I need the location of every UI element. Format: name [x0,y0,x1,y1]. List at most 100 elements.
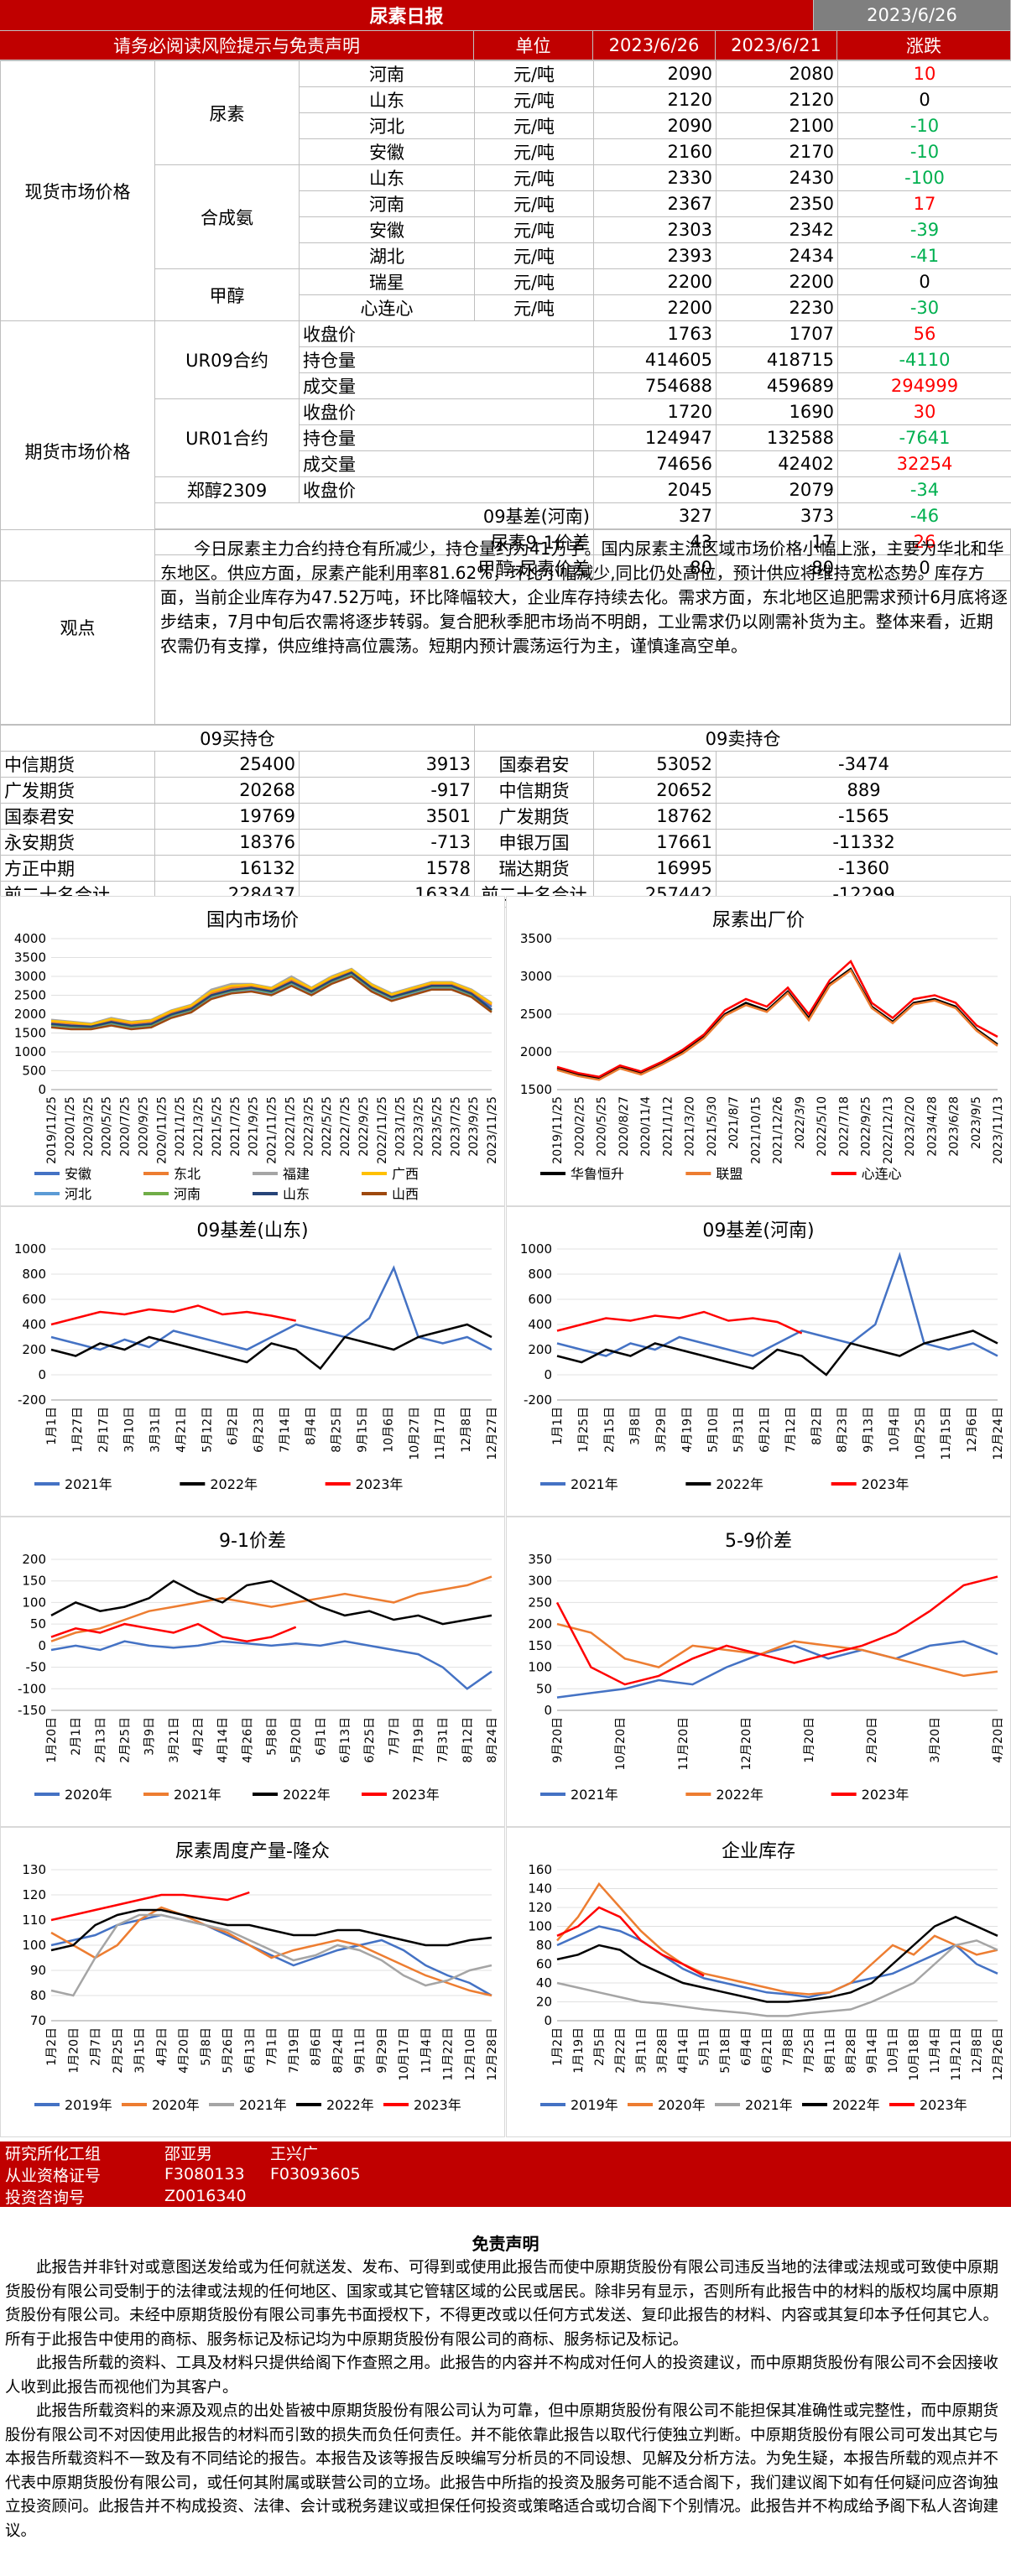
y-tick-label: 100 [528,1919,552,1934]
unit: 元/吨 [474,268,594,295]
value-previous: 132588 [716,424,838,451]
x-tick-label: 3月11日 [635,2027,649,2074]
x-tick-label: 2020/11/25 [155,1096,169,1164]
buy-volume: 25400 [154,751,300,778]
license-label: 从业资格证号 [5,2166,102,2185]
buy-positions-title: 09买持仓 [0,725,476,752]
change: -34 [837,476,1011,503]
legend-label: 2023年 [862,1787,909,1803]
legend-label: 河北 [65,1186,91,1202]
unit: 元/吨 [474,216,594,243]
x-tick-label: 3月10日 [123,1407,137,1453]
x-tick-label: 8月23日 [836,1407,850,1453]
series-line [50,969,492,1026]
series-line [556,1906,705,1977]
buyer-name: 方正中期 [0,855,155,882]
buy-change: 3913 [298,751,476,778]
x-tick-label: 7月19日 [413,1717,426,1763]
x-tick-label: 2020/2/25 [573,1096,586,1157]
chart-svg: -200 0 200 400 600 800 1000 1月1日 1月25日 2月15日 3月8日 3… [520,1241,1005,1492]
series-line [556,1925,998,1999]
legend-label: 2020年 [658,2097,706,2113]
chart-factory-price: 尿素出厂价 1500 2000 2500 3000 3500 2019/11/25 2020/… [506,896,1011,1206]
x-tick-label: 6月2日 [227,1407,240,1445]
x-tick-label: 6月13日 [339,1717,352,1763]
x-tick-label: 2月20日 [866,1717,879,1763]
futures-row: 甲醇-尿素价差 80 80 0 [1,554,1011,581]
x-tick-label: 2022/5/10 [816,1096,829,1157]
disclaimer-paragraph: 此报告并非针对或意图送发给或为任何就送发、发布、可得到或使用此报告而使中原期货股… [5,2259,999,2349]
value-current: 754688 [593,372,717,399]
x-tick-label: 2022/12/13 [882,1096,895,1164]
disclaimer-paragraph: 此报告所载资料的来源及观点的出处皆被中原期货股份有限公司认为可靠，但中原期货股份… [5,2402,999,2540]
x-tick-label: 12月6日 [966,1407,979,1453]
x-tick-label: 2021/11/25 [266,1096,279,1164]
x-tick-label: 2022/9/25 [860,1096,873,1157]
change: -46 [837,502,1011,529]
value-current: 2045 [593,476,717,503]
series-line [50,968,492,1026]
sell-change: -1565 [716,803,1011,830]
x-tick-label: 2023/7/25 [449,1096,462,1157]
y-tick-label: 160 [528,1862,552,1877]
buy-change: 3501 [298,803,476,830]
sell-volume: 18762 [593,803,717,830]
x-tick-label: 5月8日 [200,2027,213,2066]
futures-row: 成交量 74656 42402 32254 [1,450,1011,477]
x-tick-label: 2022/3/25 [302,1096,315,1157]
legend-label: 2021年 [65,1476,112,1492]
y-tick-label: -50 [26,1660,47,1675]
value-current: 2393 [593,242,717,269]
buyer-name: 广发期货 [0,777,155,804]
x-tick-label: 3月31日 [149,1407,163,1453]
x-tick-label: 11月4日 [420,2027,433,2074]
product-label: 甲醇 [154,268,300,321]
x-tick-label: 11月17日 [434,1407,447,1460]
legend-label: 2022年 [716,1787,763,1803]
x-tick-label: 2021/8/7 [727,1096,741,1149]
chart-title: 5-9价差 [725,1531,792,1552]
x-tick-label: 12月26日 [992,2027,1005,2081]
change: -10 [837,138,1011,165]
x-tick-label: 9月29日 [376,2027,389,2074]
chart-svg: 0 20 40 60 80 100 120 140 160 1月2日 1月19日 2月5日 2月22日 3… [528,1862,1005,2113]
value-current: 2367 [593,190,717,217]
change: 30 [837,398,1011,425]
series-line [50,975,492,1031]
x-tick-label: 8月12日 [461,1717,475,1763]
legend-label: 2019年 [571,2097,618,2113]
x-tick-label: 2023/5/25 [430,1096,444,1157]
buy-volume: 18376 [154,829,300,856]
futures-row: 尿素9-1价差 43 17 26 [1,528,1011,555]
x-tick-label: 4月14日 [216,1717,230,1763]
x-tick-label: 12月10日 [464,2027,477,2081]
legend-label: 2020年 [65,1787,112,1803]
x-tick-label: 1月1日 [45,1407,59,1445]
x-tick-label: 2020/7/25 [119,1096,133,1157]
value-previous: 2434 [716,242,838,269]
x-tick-label: 2020/5/25 [596,1096,609,1157]
unit: 元/吨 [474,60,594,87]
x-tick-label: 1月20日 [67,2027,81,2074]
y-tick-label: 40 [536,1975,552,1991]
legend-label: 2023年 [356,1476,404,1492]
seller-name: 国泰君安 [474,751,595,778]
y-tick-label: 3000 [14,969,46,984]
spot-row: 合成氨 山东 元/吨 2330 2430 -100 [1,164,1011,269]
col-change: 涨跌 [837,31,1011,60]
x-tick-label: 5月20日 [290,1717,304,1763]
y-tick-label: 130 [22,1862,46,1877]
y-tick-label: 0 [38,1082,46,1097]
series-line [50,1579,492,1626]
x-tick-label: 12月28日 [486,2027,499,2081]
spot-row: 河北 元/吨 2090 2100 -10 [1,112,1011,139]
y-tick-label: 200 [528,1342,552,1357]
metric: 成交量 [299,372,594,399]
x-tick-label: 2021/5/25 [211,1096,224,1157]
buyer-name: 永安期货 [0,829,155,856]
y-tick-label: 350 [528,1552,552,1567]
legend-label: 河南 [174,1186,201,1202]
futures-row: 持仓量 414605 418715 -4110 [1,346,1011,373]
x-tick-label: 2021/7/25 [229,1096,242,1157]
y-tick-label: 1500 [520,1082,552,1097]
